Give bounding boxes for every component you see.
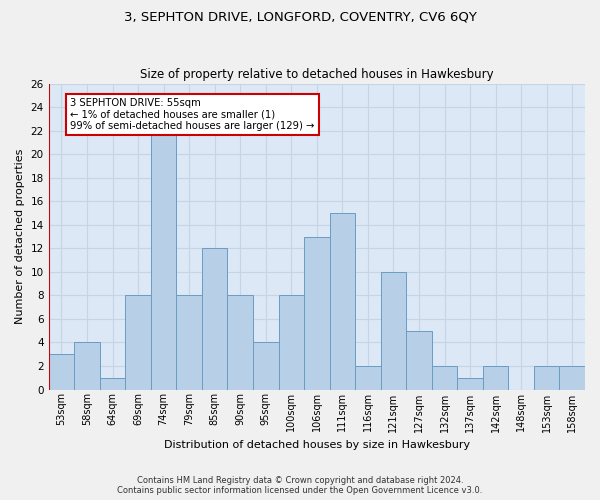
Text: 3 SEPHTON DRIVE: 55sqm
← 1% of detached houses are smaller (1)
99% of semi-detac: 3 SEPHTON DRIVE: 55sqm ← 1% of detached … (70, 98, 315, 131)
Text: Contains HM Land Registry data © Crown copyright and database right 2024.
Contai: Contains HM Land Registry data © Crown c… (118, 476, 482, 495)
Title: Size of property relative to detached houses in Hawkesbury: Size of property relative to detached ho… (140, 68, 494, 81)
Bar (406, 330, 432, 390)
Bar (74, 342, 100, 390)
Bar (380, 272, 406, 390)
Bar (253, 342, 278, 390)
Y-axis label: Number of detached properties: Number of detached properties (15, 149, 25, 324)
Bar (151, 130, 176, 390)
Bar (304, 236, 329, 390)
Bar (534, 366, 559, 390)
Bar (457, 378, 483, 390)
Bar (432, 366, 457, 390)
Bar (355, 366, 380, 390)
Bar (329, 213, 355, 390)
Bar (278, 296, 304, 390)
Bar (125, 296, 151, 390)
Bar (100, 378, 125, 390)
Bar (483, 366, 508, 390)
Text: 3, SEPHTON DRIVE, LONGFORD, COVENTRY, CV6 6QY: 3, SEPHTON DRIVE, LONGFORD, COVENTRY, CV… (124, 10, 476, 23)
Bar (559, 366, 585, 390)
Bar (176, 296, 202, 390)
Bar (202, 248, 227, 390)
Bar (227, 296, 253, 390)
Bar (49, 354, 74, 390)
X-axis label: Distribution of detached houses by size in Hawkesbury: Distribution of detached houses by size … (164, 440, 470, 450)
